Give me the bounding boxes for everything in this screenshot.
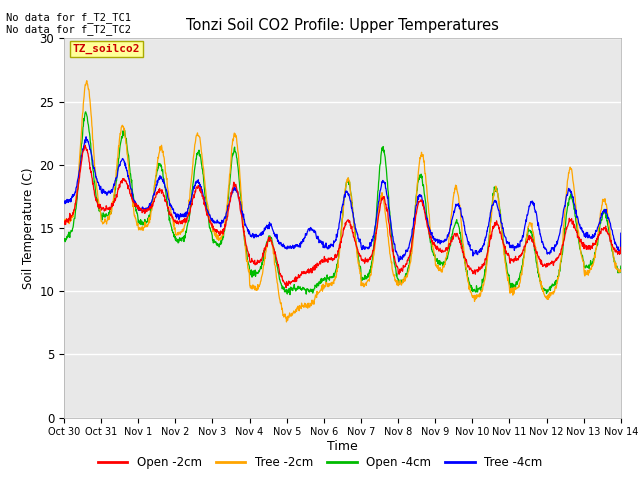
Text: TZ_soilco2: TZ_soilco2 xyxy=(72,44,140,54)
Title: Tonzi Soil CO2 Profile: Upper Temperatures: Tonzi Soil CO2 Profile: Upper Temperatur… xyxy=(186,18,499,33)
X-axis label: Time: Time xyxy=(327,440,358,453)
Text: No data for f_T2_TC2: No data for f_T2_TC2 xyxy=(6,24,131,35)
Y-axis label: Soil Temperature (C): Soil Temperature (C) xyxy=(22,167,35,289)
Legend: Open -2cm, Tree -2cm, Open -4cm, Tree -4cm: Open -2cm, Tree -2cm, Open -4cm, Tree -4… xyxy=(93,452,547,474)
Text: No data for f_T2_TC1: No data for f_T2_TC1 xyxy=(6,12,131,23)
